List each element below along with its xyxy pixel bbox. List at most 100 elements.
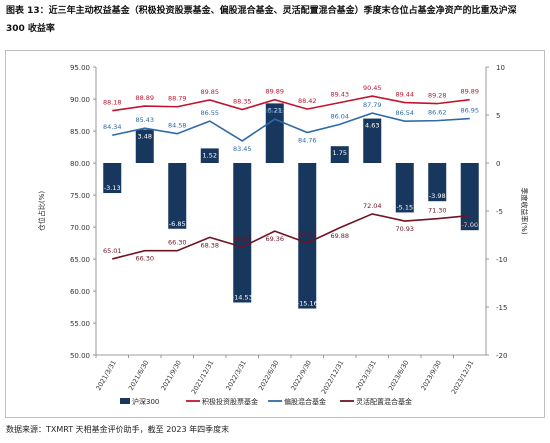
- right-tick-label: 5: [496, 112, 500, 120]
- bar-value-label: 6.21: [268, 106, 282, 114]
- line-value-label: 67.50: [298, 231, 317, 239]
- bar-hs300: [363, 118, 382, 163]
- line-value-label: 66.30: [135, 255, 154, 263]
- line-value-label: 88.42: [298, 97, 317, 105]
- x-tick-label: 2021/6/30: [127, 359, 151, 392]
- line-value-label: 72.04: [363, 202, 382, 210]
- left-tick-label: 70.00: [70, 224, 90, 232]
- chart-title: 图表 13：近三年主动权益基金（积极投资股票基金、偏股混合基金、灵活配置混合基金…: [6, 2, 546, 38]
- legend-label: 偏股混合基金: [284, 397, 326, 406]
- x-tick-label: 2022/9/30: [289, 359, 313, 392]
- line-series-2: [112, 213, 470, 260]
- bar-value-label: -15.16: [297, 300, 318, 308]
- line-value-label: 86.62: [428, 109, 447, 117]
- left-tick-label: 95.00: [70, 64, 90, 72]
- source-note: 数据来源：TXMRT 天相基金评价助手，截至 2023 年四季度末: [6, 425, 230, 434]
- line-value-label: 84.58: [168, 122, 187, 130]
- line-value-label: 89.43: [330, 91, 349, 99]
- chart-frame: [5, 50, 545, 418]
- line-value-label: 71.79: [460, 220, 479, 228]
- x-tick-label: 2022/6/30: [257, 359, 281, 392]
- left-tick-label: 80.00: [70, 160, 90, 168]
- bars-group: [103, 103, 479, 309]
- line-value-label: 71.30: [428, 207, 447, 215]
- line-value-label: 66.87: [233, 235, 252, 243]
- line-value-label: 83.45: [233, 145, 252, 153]
- bar-hs300: [395, 163, 414, 213]
- left-tick-label: 55.00: [70, 320, 90, 328]
- line-value-label: 68.38: [200, 241, 219, 249]
- x-tick-label: 2021/3/31: [94, 359, 118, 392]
- line-value-label: 89.85: [200, 88, 219, 96]
- bar-hs300: [103, 163, 122, 194]
- bar-value-label: 4.63: [365, 122, 379, 130]
- right-tick-label: 10: [496, 64, 505, 72]
- bar-hs300: [298, 163, 317, 309]
- line-value-label: 69.36: [265, 235, 284, 243]
- line-value-label: 86.04: [330, 112, 349, 120]
- line-value-label: 89.89: [265, 88, 284, 96]
- right-tick-label: -5: [496, 208, 503, 216]
- labels-group: -3.13 3.48 -6.85 1.52 -14.53 6.21 -15.16 1.75 4.…: [103, 84, 479, 307]
- bar-value-label: -6.85: [169, 220, 186, 228]
- line-value-label: 84.76: [298, 137, 317, 145]
- line-value-label: 65.01: [103, 247, 122, 255]
- bar-hs300: [200, 148, 219, 163]
- right-tick-label: 0: [496, 160, 500, 168]
- x-tick-label: 2023/12/31: [450, 359, 476, 395]
- line-value-label: 89.89: [460, 88, 479, 96]
- line-value-label: 86.85: [265, 107, 284, 115]
- bar-hs300: [460, 163, 479, 231]
- bar-value-label: -3.98: [429, 192, 446, 200]
- legend-swatch-bar: [120, 398, 130, 404]
- bar-value-label: -7.00: [461, 221, 478, 229]
- line-value-label: 69.88: [330, 232, 349, 240]
- bar-value-label: 1.52: [203, 151, 217, 159]
- x-tick-label: 2022/12/31: [320, 359, 346, 395]
- left-axis-title: 仓位占比(%): [37, 191, 46, 231]
- bar-hs300: [168, 163, 187, 229]
- right-axis-title: 季度收益率(%): [520, 187, 529, 234]
- legend: 沪深300 积极投资股票基金 偏股混合基金 灵活配置混合基金: [120, 397, 412, 406]
- bar-hs300: [233, 163, 252, 303]
- left-tick-label: 50.00: [70, 352, 90, 360]
- line-value-label: 84.34: [103, 123, 122, 131]
- x-tick-label: 2021/9/30: [159, 359, 183, 392]
- chart-title-line-2: 300 收益率: [6, 24, 55, 34]
- x-tick-label: 2023/6/30: [387, 359, 411, 392]
- line-value-label: 86.54: [395, 109, 414, 117]
- line-value-label: 88.35: [233, 98, 252, 106]
- line-series-0: [112, 95, 470, 112]
- lines-group: [112, 95, 470, 260]
- line-value-label: 89.44: [395, 91, 414, 99]
- line-value-label: 88.89: [135, 94, 154, 102]
- line-value-label: 87.79: [363, 101, 382, 109]
- right-tick-label: -15: [496, 304, 507, 312]
- left-tick-label: 85.00: [70, 128, 90, 136]
- left-tick-label: 90.00: [70, 96, 90, 104]
- line-value-label: 90.45: [363, 84, 382, 92]
- line-value-label: 88.79: [168, 95, 187, 103]
- x-tick-label: 2021/12/31: [190, 359, 216, 395]
- line-value-label: 66.30: [168, 239, 187, 247]
- x-tick-label: 2023/3/31: [354, 359, 378, 392]
- bar-value-label: -5.15: [396, 203, 413, 211]
- bar-hs300: [135, 129, 154, 163]
- line-value-label: 89.28: [428, 92, 447, 100]
- bar-hs300: [330, 146, 349, 163]
- line-value-label: 85.43: [135, 116, 154, 124]
- right-tick-label: -20: [496, 352, 507, 360]
- legend-label: 沪深300: [132, 397, 159, 406]
- line-value-label: 70.93: [395, 225, 414, 233]
- left-tick-label: 65.00: [70, 256, 90, 264]
- legend-label: 灵活配置混合基金: [356, 397, 412, 406]
- bar-value-label: -14.53: [232, 293, 253, 301]
- line-value-label: 86.55: [200, 109, 219, 117]
- line-series-1: [112, 112, 470, 142]
- line-value-label: 88.18: [103, 99, 122, 107]
- x-tick-label: 2022/3/31: [224, 359, 248, 392]
- line-value-label: 86.95: [460, 107, 479, 115]
- legend-label: 积极投资股票基金: [202, 397, 258, 406]
- bar-value-label: 1.75: [333, 149, 347, 157]
